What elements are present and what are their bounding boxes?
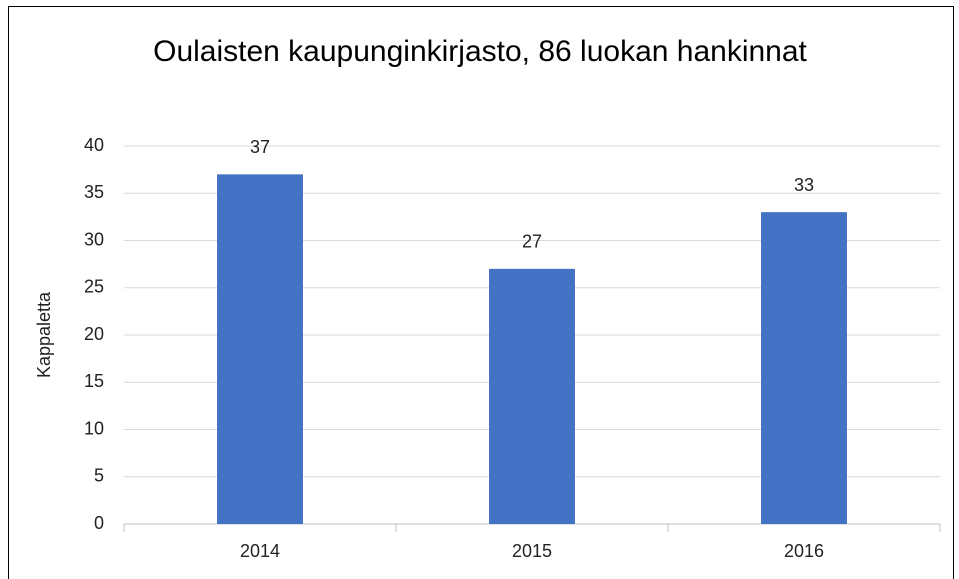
y-tick-label: 40: [84, 135, 104, 155]
y-tick-label: 15: [84, 371, 104, 391]
y-tick-label: 35: [84, 182, 104, 202]
data-label: 37: [250, 137, 270, 157]
y-tick-label: 25: [84, 277, 104, 297]
x-tick-label: 2016: [784, 541, 824, 561]
chart-frame: [8, 6, 954, 579]
y-tick-label: 0: [94, 513, 104, 533]
y-axis-label: Kappaletta: [34, 291, 54, 378]
bar: [489, 268, 575, 524]
y-tick-label: 30: [84, 229, 104, 249]
bar: [217, 174, 303, 524]
x-tick-label: 2014: [240, 541, 280, 561]
data-label: 33: [794, 175, 814, 195]
x-tick-label: 2015: [512, 541, 552, 561]
chart-title: Oulaisten kaupunginkirjasto, 86 luokan h…: [153, 35, 807, 68]
y-tick-label: 20: [84, 324, 104, 344]
y-tick-label: 5: [94, 466, 104, 486]
y-tick-label: 10: [84, 418, 104, 438]
bar: [761, 212, 847, 524]
data-label: 27: [522, 232, 542, 252]
